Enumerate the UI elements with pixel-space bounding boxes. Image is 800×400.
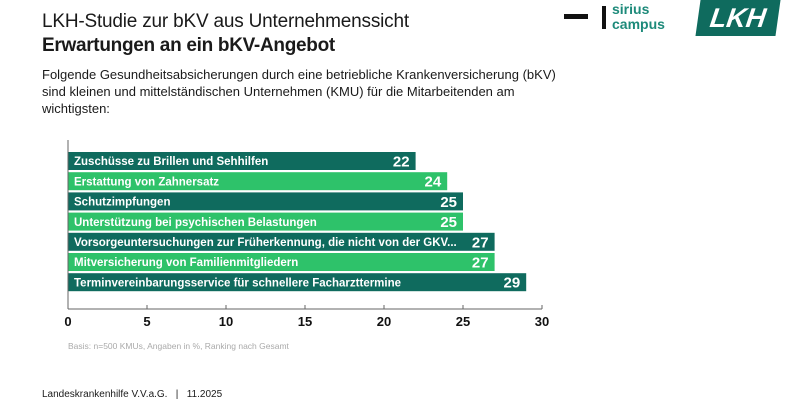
- data-label: 27: [472, 234, 489, 251]
- sirius-campus-text: sirius campus: [612, 2, 665, 32]
- bar-label: Erstattung von Zahnersatz: [74, 176, 219, 188]
- bar-label: Unterstützung bei psychischen Belastunge…: [74, 217, 317, 229]
- sirius-line-1: sirius: [612, 1, 650, 17]
- x-tick-label: 25: [456, 314, 470, 329]
- page-subtitle: Erwartungen an ein bKV-Angebot: [42, 35, 335, 56]
- data-label: 25: [440, 194, 457, 211]
- x-tick-label: 10: [219, 314, 233, 329]
- x-tick-label: 30: [535, 314, 549, 329]
- x-tick-label: 20: [377, 314, 391, 329]
- data-label: 27: [472, 255, 489, 272]
- bar-label: Mitversicherung von Familienmitgliedern: [74, 257, 298, 269]
- logo-dash: [564, 14, 588, 19]
- logo-bar: [602, 6, 606, 29]
- bar: [68, 152, 416, 170]
- bar-label: Zuschüsse zu Brillen und Sehhilfen: [74, 156, 268, 168]
- data-label: 25: [440, 214, 457, 231]
- bar-label: Terminvereinbarungsservice für schneller…: [74, 277, 401, 289]
- bar: [68, 253, 495, 271]
- sirius-line-2: campus: [612, 16, 665, 32]
- data-label: 29: [504, 275, 521, 292]
- x-tick-label: 15: [298, 314, 312, 329]
- x-tick-label: 0: [64, 314, 71, 329]
- bar-label: Vorsorgeuntersuchungen zur Früherkennung…: [74, 237, 457, 249]
- bar: [68, 273, 527, 292]
- bar: [68, 172, 448, 191]
- x-tick-label: 5: [143, 314, 150, 329]
- data-label: 24: [425, 174, 442, 191]
- page-title: LKH-Studie zur bKV aus Unternehmenssicht: [42, 11, 409, 32]
- data-label: 22: [393, 154, 410, 171]
- bar: [68, 212, 463, 231]
- bar-label: Schutzimpfungen: [74, 197, 170, 209]
- footer: Landeskrankenhilfe V.V.a.G. | 11.2025: [42, 389, 223, 400]
- bar: [68, 192, 463, 211]
- intro-text: Folgende Gesundheitsabsicherungen durch …: [42, 67, 556, 116]
- chart-footnote: Basis: n=500 KMUs, Angaben in %, Ranking…: [68, 341, 289, 351]
- bar: [68, 232, 495, 251]
